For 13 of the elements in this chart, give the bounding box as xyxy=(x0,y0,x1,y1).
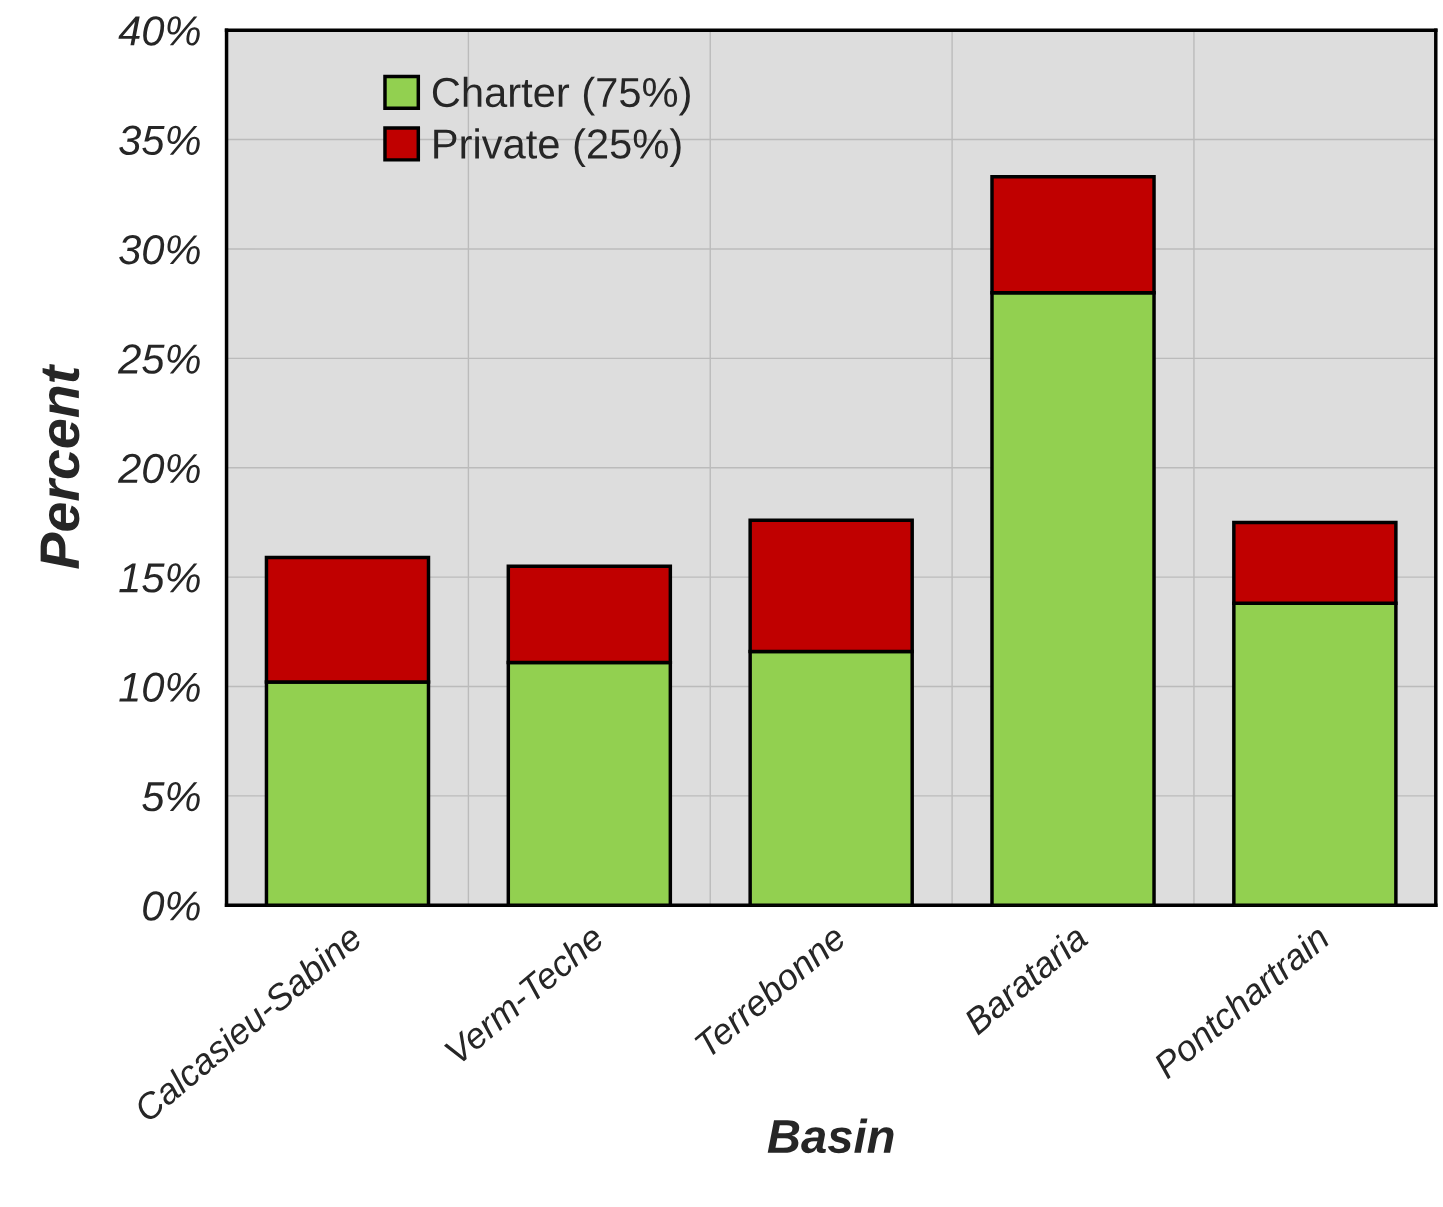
y-tick-label: 40% xyxy=(118,16,200,46)
y-tick-label: 10% xyxy=(119,672,200,702)
y-tick-label: 15% xyxy=(119,563,200,593)
legend-label: Private (25%) xyxy=(434,128,681,168)
y-tick-label: 25% xyxy=(117,344,200,374)
y-tick-label: 35% xyxy=(119,125,200,156)
y-tick-label: 0% xyxy=(143,891,200,921)
legend-label: Charter (75%) xyxy=(432,76,690,116)
y-tick-label: 5% xyxy=(142,782,200,812)
x-axis-title: Basin xyxy=(767,1118,894,1154)
y-axis-title: Percent xyxy=(40,363,80,569)
y-tick-label: 30% xyxy=(119,234,200,265)
y-tick-label: 20% xyxy=(117,453,200,484)
